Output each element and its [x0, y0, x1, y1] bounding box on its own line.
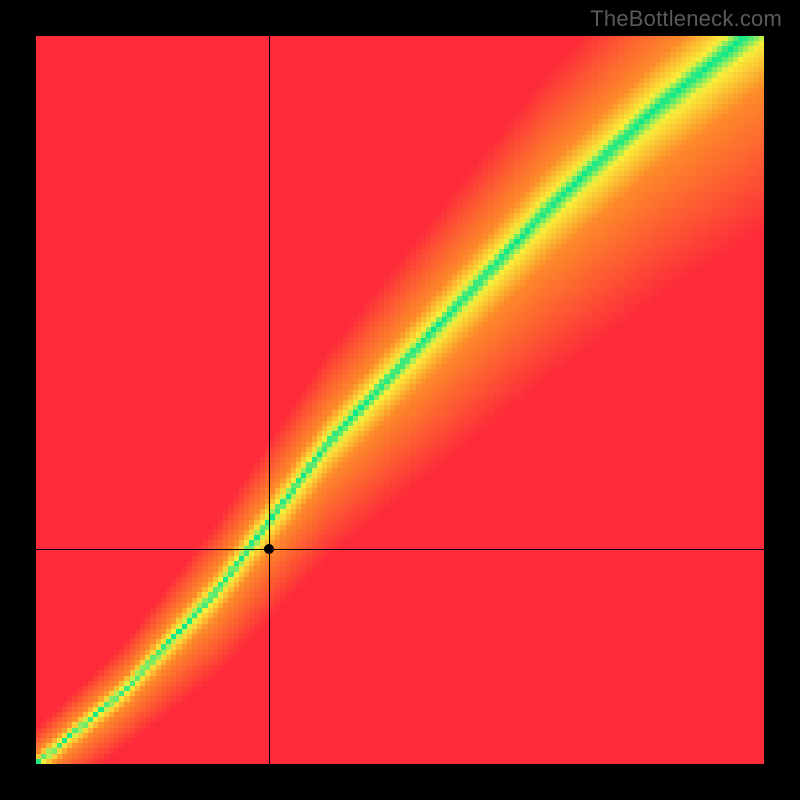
heatmap-canvas	[36, 36, 764, 764]
outer-frame: TheBottleneck.com	[0, 0, 800, 800]
heatmap-plot	[36, 36, 764, 764]
crosshair-horizontal	[36, 549, 764, 550]
selection-marker	[264, 544, 274, 554]
crosshair-vertical	[269, 36, 270, 764]
watermark-text: TheBottleneck.com	[590, 6, 782, 32]
